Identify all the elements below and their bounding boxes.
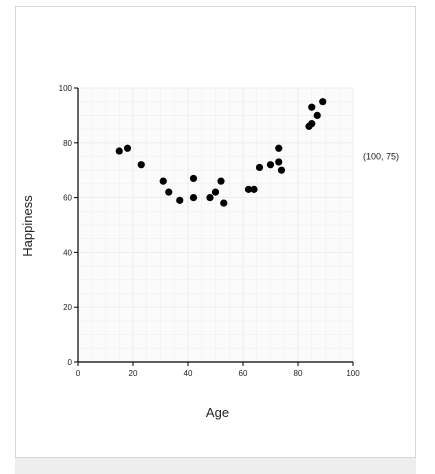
data-point: [244, 185, 253, 193]
data-point: [137, 161, 145, 169]
y-axis-title: Happiness: [20, 195, 35, 257]
y-tick-label: 60: [63, 194, 72, 203]
x-tick-label: 100: [346, 369, 360, 378]
y-tick-label: 40: [63, 248, 72, 257]
data-point: [313, 111, 321, 119]
point-annotation: (100, 75): [363, 152, 399, 162]
grid: [77, 87, 354, 363]
data-point: [277, 166, 286, 174]
data-point: [159, 177, 167, 185]
y-tick-labels: 0 20 40 60 80 100: [59, 84, 73, 367]
data-point: [275, 144, 283, 152]
data-point: [308, 120, 316, 128]
y-tick-label: 80: [63, 139, 72, 148]
data-point: [308, 103, 316, 111]
data-point: [115, 147, 123, 155]
data-point: [189, 174, 198, 183]
x-tick-label: 20: [129, 369, 138, 378]
data-point: [217, 177, 225, 185]
data-point: [176, 196, 184, 204]
data-point: [250, 185, 258, 193]
data-point: [189, 194, 198, 202]
data-point: [123, 144, 132, 152]
data-point: [266, 161, 275, 169]
y-tick-label: 100: [59, 84, 73, 93]
data-point: [255, 163, 264, 172]
y-tick-label: 20: [63, 303, 72, 312]
data-point: [220, 199, 228, 207]
footer-bar: [15, 458, 416, 474]
x-tick-label: 60: [239, 369, 248, 378]
x-tick-labels: 0 20 40 60 80 100: [76, 369, 360, 378]
data-point: [165, 188, 173, 196]
data-point: [211, 188, 220, 196]
y-tick-label: 0: [68, 358, 73, 367]
x-tick-label: 40: [184, 369, 193, 378]
data-point: [275, 158, 283, 166]
data-point: [319, 98, 327, 106]
x-tick-label: 0: [76, 369, 81, 378]
x-axis-title: Age: [206, 405, 229, 420]
x-tick-label: 80: [294, 369, 303, 378]
axes: [74, 87, 354, 366]
data-point: [206, 194, 214, 202]
data-points: [115, 98, 327, 207]
